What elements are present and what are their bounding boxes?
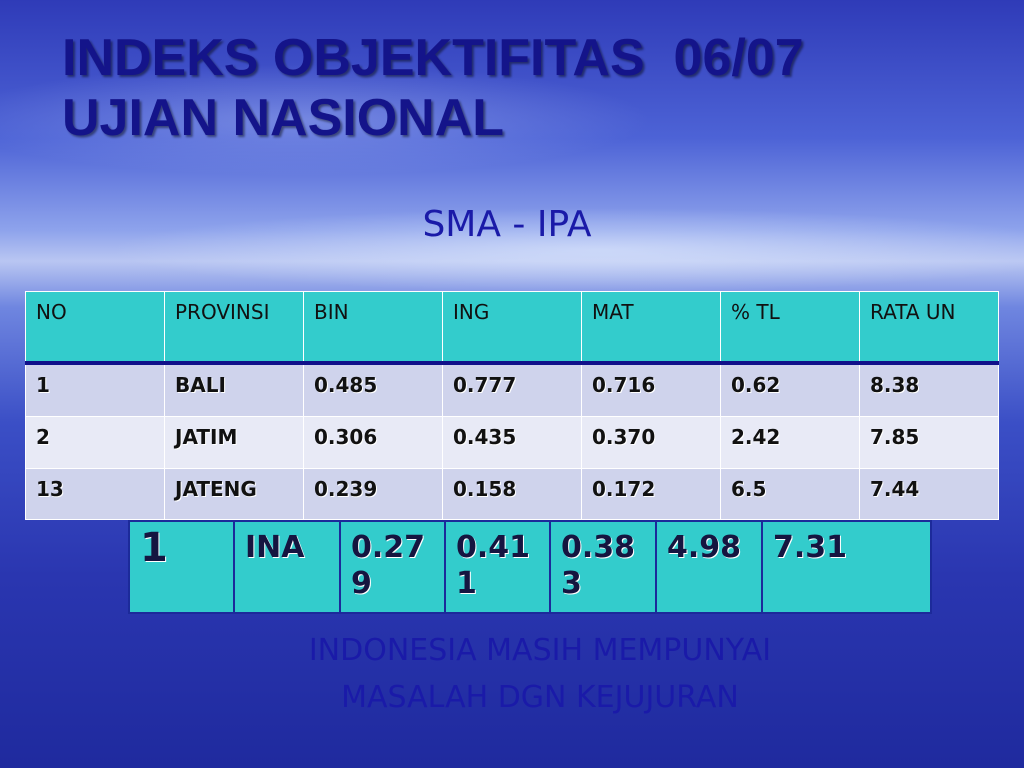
table-cell: JATENG (164, 468, 304, 520)
table-row: 13 JATENG 0.239 0.158 0.172 6.5 7.44 (25, 468, 999, 520)
footer-line: MASALAH DGN KEJUJURAN (341, 680, 739, 715)
header-cell: RATA UN (859, 291, 999, 365)
summary-cell: 4.98 (655, 520, 763, 614)
summary-table: 1 INA 0.279 0.411 0.383 4.98 7.31 (128, 520, 932, 614)
table-cell: 0.370 (581, 416, 721, 469)
title: INDEKS OBJEKTIFITAS 06/07 UJIAN NASIONAL (62, 28, 804, 148)
header-cell: ING (442, 291, 582, 365)
table-row: 2 JATIM 0.306 0.435 0.370 2.42 7.85 (25, 416, 999, 469)
table-cell: 0.716 (581, 362, 721, 417)
header-cell: PROVINSI (164, 291, 304, 365)
table-cell: 1 (25, 362, 165, 417)
summary-row: 1 INA 0.279 0.411 0.383 4.98 7.31 (128, 520, 932, 614)
header-cell: NO (25, 291, 165, 365)
summary-cell: INA (233, 520, 341, 614)
header-row: NO PROVINSI BIN ING MAT% TL RATA UN (25, 291, 999, 365)
table-cell: JATIM (164, 416, 304, 469)
table-row: 1 BALI 0.485 0.777 0.716 0.62 8.38 (25, 362, 999, 417)
subtitle: SMA - IPA (422, 204, 592, 245)
summary-cell: 0.411 (444, 520, 551, 614)
table-cell: 0.172 (581, 468, 721, 520)
footer-line: INDONESIA MASIH MEMPUNYAI (308, 633, 772, 668)
header-cell: MAT (581, 291, 721, 365)
table-cell: 8.38 (859, 362, 999, 417)
table-cell: 7.44 (859, 468, 999, 520)
table-cell: 0.435 (442, 416, 582, 469)
table-cell: 7.85 (859, 416, 999, 469)
title-line: INDEKS OBJEKTIFITAS 06/07 (62, 29, 804, 87)
table-cell: 0.158 (442, 468, 582, 520)
summary-cell: 7.31 (761, 520, 932, 614)
summary-cell: 0.383 (549, 520, 657, 614)
header-cell: % TL (720, 291, 860, 365)
summary-cell: 1 (128, 520, 235, 614)
province-table: NO PROVINSI BIN ING MAT% TL RATA UN 1 BALI 0.48… (25, 291, 999, 520)
summary-cell: 0.279 (339, 520, 446, 614)
table-cell: 2.42 (720, 416, 860, 469)
title-line: UJIAN NASIONAL (62, 89, 505, 147)
header-cell: BIN (303, 291, 443, 365)
table-cell: 0.306 (303, 416, 443, 469)
table-cell: BALI (164, 362, 304, 417)
table-cell: 0.239 (303, 468, 443, 520)
table-cell: 6.5 (720, 468, 860, 520)
table-cell: 0.62 (720, 362, 860, 417)
table-cell: 2 (25, 416, 165, 469)
table-cell: 13 (25, 468, 165, 520)
table-cell: 0.485 (303, 362, 443, 417)
table-cell: 0.777 (442, 362, 582, 417)
